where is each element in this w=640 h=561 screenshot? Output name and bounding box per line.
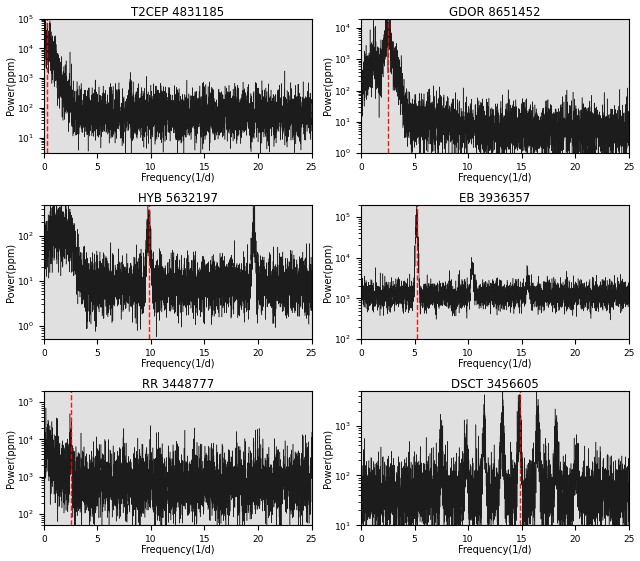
Title: GDOR 8651452: GDOR 8651452 (449, 6, 541, 19)
Title: EB 3936357: EB 3936357 (460, 192, 531, 205)
Y-axis label: Power(ppm): Power(ppm) (323, 56, 333, 116)
Y-axis label: Power(ppm): Power(ppm) (6, 429, 15, 488)
X-axis label: Frequency(1/d): Frequency(1/d) (141, 173, 214, 183)
Title: HYB 5632197: HYB 5632197 (138, 192, 218, 205)
X-axis label: Frequency(1/d): Frequency(1/d) (458, 360, 532, 369)
X-axis label: Frequency(1/d): Frequency(1/d) (458, 545, 532, 555)
Y-axis label: Power(ppm): Power(ppm) (6, 242, 15, 301)
Title: DSCT 3456605: DSCT 3456605 (451, 378, 539, 390)
Y-axis label: Power(ppm): Power(ppm) (323, 429, 333, 488)
X-axis label: Frequency(1/d): Frequency(1/d) (458, 173, 532, 183)
Title: RR 3448777: RR 3448777 (141, 378, 214, 390)
X-axis label: Frequency(1/d): Frequency(1/d) (141, 360, 214, 369)
X-axis label: Frequency(1/d): Frequency(1/d) (141, 545, 214, 555)
Y-axis label: Power(ppm): Power(ppm) (6, 56, 15, 116)
Y-axis label: Power(ppm): Power(ppm) (323, 242, 333, 301)
Title: T2CEP 4831185: T2CEP 4831185 (131, 6, 224, 19)
